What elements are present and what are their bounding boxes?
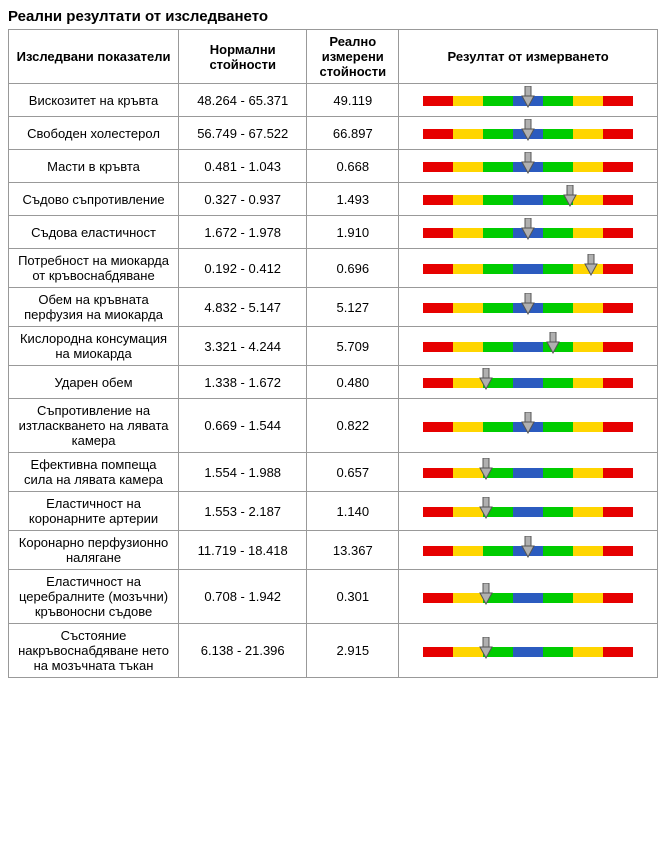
cell-result	[399, 624, 658, 678]
table-row: Вискозитет на кръвта48.264 - 65.37149.11…	[9, 84, 658, 117]
header-row: Изследвани показатели Нормални стойности…	[9, 30, 658, 84]
cell-normal: 48.264 - 65.371	[179, 84, 307, 117]
result-bar	[423, 538, 633, 562]
cell-measured: 1.493	[307, 183, 399, 216]
cell-measured: 66.897	[307, 117, 399, 150]
result-bar	[423, 256, 633, 280]
result-bar	[423, 499, 633, 523]
cell-param: Еластичност на коронарните артерии	[9, 492, 179, 531]
cell-param: Коронарно перфузионно налягане	[9, 531, 179, 570]
cell-result	[399, 117, 658, 150]
cell-measured: 5.127	[307, 288, 399, 327]
result-bar	[423, 370, 633, 394]
result-bar	[423, 585, 633, 609]
cell-result	[399, 399, 658, 453]
cell-result	[399, 183, 658, 216]
cell-measured: 2.915	[307, 624, 399, 678]
cell-measured: 0.822	[307, 399, 399, 453]
cell-normal: 1.553 - 2.187	[179, 492, 307, 531]
table-row: Еластичност на церебралните (мозъчни) кр…	[9, 570, 658, 624]
result-bar	[423, 414, 633, 438]
result-bar	[423, 639, 633, 663]
cell-param: Съпротивление на изтласкването на лявата…	[9, 399, 179, 453]
table-row: Обем на кръвната перфузия на миокарда4.8…	[9, 288, 658, 327]
result-bar	[423, 295, 633, 319]
cell-normal: 1.554 - 1.988	[179, 453, 307, 492]
cell-param: Потребност на миокарда от кръвоснабдяван…	[9, 249, 179, 288]
cell-param: Обем на кръвната перфузия на миокарда	[9, 288, 179, 327]
cell-result	[399, 288, 658, 327]
cell-normal: 4.832 - 5.147	[179, 288, 307, 327]
cell-result	[399, 216, 658, 249]
cell-param: Еластичност на церебралните (мозъчни) кр…	[9, 570, 179, 624]
cell-normal: 3.321 - 4.244	[179, 327, 307, 366]
cell-normal: 0.708 - 1.942	[179, 570, 307, 624]
cell-measured: 1.140	[307, 492, 399, 531]
cell-measured: 13.367	[307, 531, 399, 570]
result-bar	[423, 121, 633, 145]
result-bar	[423, 220, 633, 244]
cell-normal: 0.481 - 1.043	[179, 150, 307, 183]
cell-result	[399, 492, 658, 531]
cell-param: Масти в кръвта	[9, 150, 179, 183]
cell-result	[399, 531, 658, 570]
table-row: Свободен холестерол56.749 - 67.52266.897	[9, 117, 658, 150]
cell-measured: 49.119	[307, 84, 399, 117]
table-row: Потребност на миокарда от кръвоснабдяван…	[9, 249, 658, 288]
cell-param: Съдова еластичност	[9, 216, 179, 249]
cell-measured: 5.709	[307, 327, 399, 366]
cell-result	[399, 570, 658, 624]
table-row: Ефективна помпеща сила на лявата камера1…	[9, 453, 658, 492]
cell-result	[399, 84, 658, 117]
result-bar	[423, 187, 633, 211]
table-row: Съдово съпротивление0.327 - 0.9371.493	[9, 183, 658, 216]
cell-result	[399, 366, 658, 399]
table-row: Кислородна консумация на миокарда3.321 -…	[9, 327, 658, 366]
cell-param: Ударен обем	[9, 366, 179, 399]
cell-param: Състояние накръвоснабдяване нето на мозъ…	[9, 624, 179, 678]
header-result: Резултат от измерването	[399, 30, 658, 84]
cell-measured: 0.301	[307, 570, 399, 624]
results-table: Изследвани показатели Нормални стойности…	[8, 29, 658, 678]
cell-measured: 0.668	[307, 150, 399, 183]
page-title: Реални резултати от изследването	[8, 8, 660, 25]
cell-normal: 6.138 - 21.396	[179, 624, 307, 678]
cell-normal: 56.749 - 67.522	[179, 117, 307, 150]
header-measured: Реално измерени стойности	[307, 30, 399, 84]
cell-normal: 0.327 - 0.937	[179, 183, 307, 216]
result-bar	[423, 334, 633, 358]
cell-result	[399, 453, 658, 492]
cell-param: Ефективна помпеща сила на лявата камера	[9, 453, 179, 492]
result-bar	[423, 88, 633, 112]
cell-normal: 11.719 - 18.418	[179, 531, 307, 570]
cell-param: Съдово съпротивление	[9, 183, 179, 216]
cell-measured: 0.480	[307, 366, 399, 399]
result-bar	[423, 460, 633, 484]
table-row: Еластичност на коронарните артерии1.553 …	[9, 492, 658, 531]
cell-measured: 0.657	[307, 453, 399, 492]
table-row: Ударен обем1.338 - 1.6720.480	[9, 366, 658, 399]
cell-result	[399, 327, 658, 366]
cell-measured: 0.696	[307, 249, 399, 288]
cell-param: Свободен холестерол	[9, 117, 179, 150]
table-row: Съпротивление на изтласкването на лявата…	[9, 399, 658, 453]
cell-measured: 1.910	[307, 216, 399, 249]
cell-normal: 1.672 - 1.978	[179, 216, 307, 249]
cell-normal: 0.192 - 0.412	[179, 249, 307, 288]
cell-param: Кислородна консумация на миокарда	[9, 327, 179, 366]
header-param: Изследвани показатели	[9, 30, 179, 84]
result-bar	[423, 154, 633, 178]
cell-normal: 0.669 - 1.544	[179, 399, 307, 453]
table-row: Състояние накръвоснабдяване нето на мозъ…	[9, 624, 658, 678]
cell-result	[399, 150, 658, 183]
cell-param: Вискозитет на кръвта	[9, 84, 179, 117]
cell-normal: 1.338 - 1.672	[179, 366, 307, 399]
table-row: Масти в кръвта0.481 - 1.0430.668	[9, 150, 658, 183]
table-row: Коронарно перфузионно налягане11.719 - 1…	[9, 531, 658, 570]
table-row: Съдова еластичност1.672 - 1.9781.910	[9, 216, 658, 249]
header-normal: Нормални стойности	[179, 30, 307, 84]
cell-result	[399, 249, 658, 288]
